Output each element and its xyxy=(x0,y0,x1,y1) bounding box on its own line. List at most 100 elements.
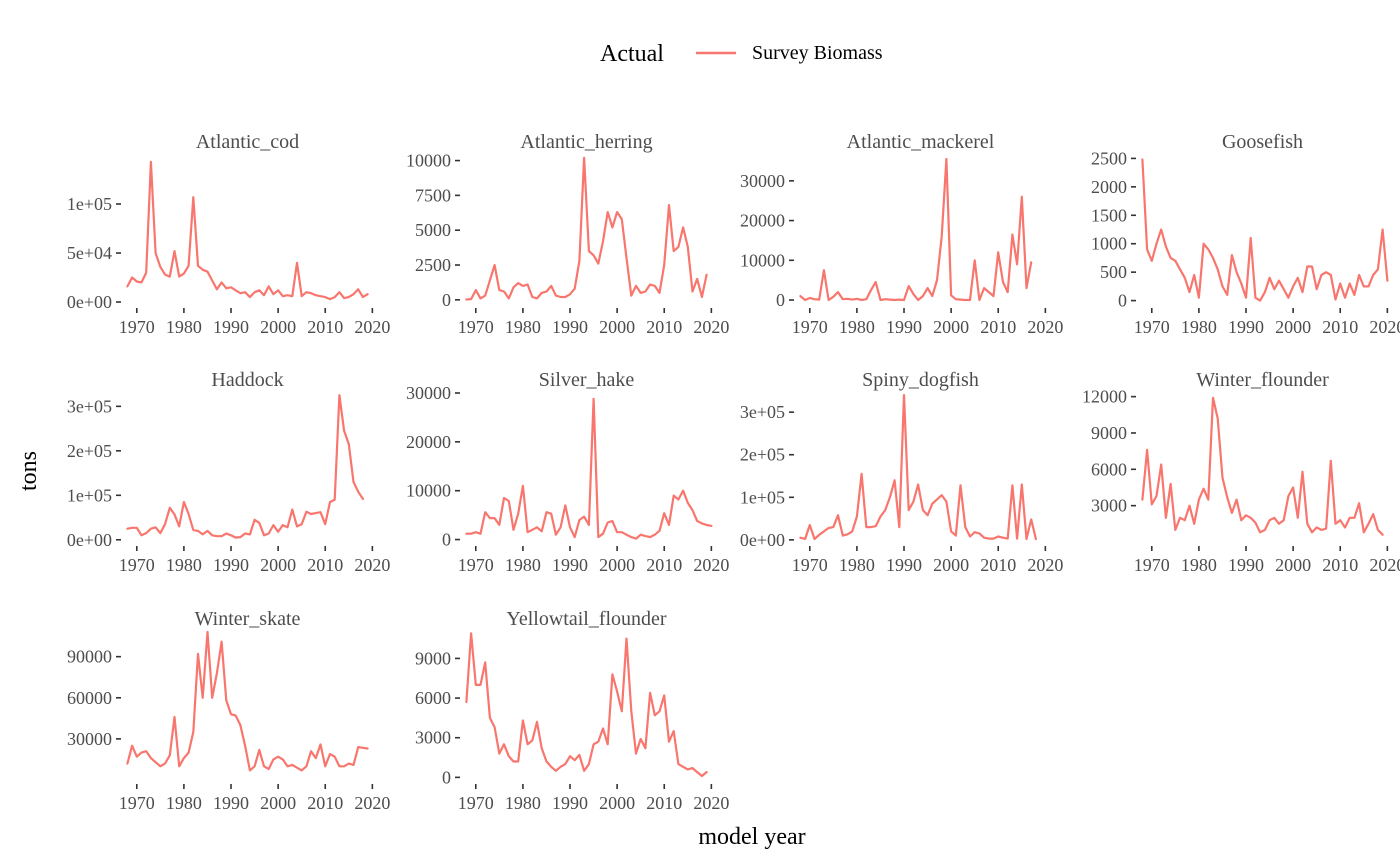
y-tick-label-atlantic-cod: 5e+04 xyxy=(67,243,112,263)
y-axis-title: tons xyxy=(16,451,42,491)
x-tick-label-winter-flounder: 1970 xyxy=(1134,555,1170,575)
x-tick-label-atlantic-mackerel: 2020 xyxy=(1027,317,1063,337)
x-tick-label-goosefish: 1980 xyxy=(1181,317,1217,337)
panel-atlantic-mackerel: Atlantic_mackerel 0 10000 20000 30000 1970 198… xyxy=(740,131,1063,337)
y-tick-label-silver-hake: 10000 xyxy=(406,481,451,501)
x-tick-label-goosefish: 1970 xyxy=(1134,317,1170,337)
x-tick-label-atlantic-herring: 1980 xyxy=(505,317,541,337)
y-tick-label-goosefish: 2000 xyxy=(1091,177,1127,197)
y-tick-label-silver-hake: 20000 xyxy=(406,432,451,452)
x-tick-label-silver-hake: 1990 xyxy=(552,555,588,575)
y-tick-label-yellowtail-flounder: 9000 xyxy=(415,648,451,668)
y-tick-label-goosefish: 0 xyxy=(1118,291,1127,311)
x-tick-label-spiny-dogfish: 1970 xyxy=(792,555,828,575)
x-tick-label-yellowtail-flounder: 2000 xyxy=(599,793,635,813)
panel-atlantic-herring: Atlantic_herring 0 2500 5000 7500 10000 1970 19… xyxy=(406,131,729,337)
x-tick-label-haddock: 2010 xyxy=(307,555,343,575)
x-tick-label-atlantic-cod: 1990 xyxy=(213,317,249,337)
x-tick-label-winter-flounder: 2010 xyxy=(1322,555,1358,575)
y-tick-label-yellowtail-flounder: 6000 xyxy=(415,688,451,708)
y-tick-label-winter-flounder: 12000 xyxy=(1082,387,1127,407)
panel-title-winter-flounder: Winter_flounder xyxy=(1196,369,1329,391)
series-line-yellowtail-flounder xyxy=(465,632,708,778)
x-tick-label-yellowtail-flounder: 1990 xyxy=(552,793,588,813)
y-tick-label-goosefish: 1000 xyxy=(1091,234,1127,254)
y-tick-label-atlantic-cod: 1e+05 xyxy=(67,194,112,214)
series-line-goosefish xyxy=(1141,158,1389,302)
x-tick-label-atlantic-cod: 2010 xyxy=(307,317,343,337)
legend: Actual Survey Biomass xyxy=(600,41,883,67)
y-tick-label-atlantic-mackerel: 10000 xyxy=(740,250,785,270)
x-tick-label-atlantic-mackerel: 2000 xyxy=(933,317,969,337)
series-line-atlantic-mackerel xyxy=(799,157,1033,302)
y-tick-label-atlantic-herring: 10000 xyxy=(406,151,451,171)
x-tick-label-spiny-dogfish: 1990 xyxy=(886,555,922,575)
x-tick-label-winter-skate: 2000 xyxy=(260,793,296,813)
x-tick-label-atlantic-herring: 1990 xyxy=(552,317,588,337)
x-tick-label-winter-flounder: 2000 xyxy=(1275,555,1311,575)
x-tick-label-silver-hake: 2000 xyxy=(599,555,635,575)
x-tick-label-atlantic-cod: 1980 xyxy=(166,317,202,337)
y-tick-label-silver-hake: 30000 xyxy=(406,383,451,403)
x-tick-label-haddock: 2020 xyxy=(354,555,390,575)
y-tick-label-atlantic-herring: 5000 xyxy=(415,220,451,240)
x-tick-label-silver-hake: 2010 xyxy=(646,555,682,575)
y-tick-label-spiny-dogfish: 2e+05 xyxy=(740,445,785,465)
y-tick-label-winter-flounder: 6000 xyxy=(1091,459,1127,479)
x-tick-label-winter-skate: 2010 xyxy=(307,793,343,813)
y-tick-label-atlantic-mackerel: 0 xyxy=(776,290,785,310)
y-tick-label-spiny-dogfish: 0e+00 xyxy=(740,530,785,550)
series-line-atlantic-herring xyxy=(465,156,708,301)
x-tick-label-haddock: 1990 xyxy=(213,555,249,575)
panel-title-atlantic-herring: Atlantic_herring xyxy=(520,131,652,153)
x-tick-label-silver-hake: 1970 xyxy=(458,555,494,575)
x-tick-label-atlantic-cod: 2020 xyxy=(354,317,390,337)
y-tick-label-atlantic-cod: 0e+00 xyxy=(67,292,112,312)
y-tick-label-winter-skate: 30000 xyxy=(67,729,112,749)
y-tick-label-atlantic-mackerel: 30000 xyxy=(740,171,785,191)
panel-silver-hake: Silver_hake 0 10000 20000 30000 1970 1980 1990 2… xyxy=(406,369,729,575)
y-tick-label-winter-skate: 90000 xyxy=(67,647,112,667)
y-tick-label-haddock: 0e+00 xyxy=(67,530,112,550)
x-tick-label-silver-hake: 1980 xyxy=(505,555,541,575)
y-tick-label-atlantic-herring: 7500 xyxy=(415,185,451,205)
x-tick-label-silver-hake: 2020 xyxy=(693,555,729,575)
x-tick-label-haddock: 1970 xyxy=(119,555,155,575)
x-tick-label-atlantic-cod: 2000 xyxy=(260,317,296,337)
x-tick-label-yellowtail-flounder: 2020 xyxy=(693,793,729,813)
x-tick-label-atlantic-mackerel: 2010 xyxy=(980,317,1016,337)
y-tick-label-silver-hake: 0 xyxy=(442,530,451,550)
x-tick-label-winter-flounder: 1990 xyxy=(1228,555,1264,575)
series-line-winter-skate xyxy=(126,630,369,772)
x-axis-title: model year xyxy=(698,824,805,850)
x-tick-label-yellowtail-flounder: 2010 xyxy=(646,793,682,813)
y-tick-label-atlantic-mackerel: 20000 xyxy=(740,211,785,231)
y-tick-label-winter-flounder: 9000 xyxy=(1091,423,1127,443)
x-tick-label-atlantic-herring: 2000 xyxy=(599,317,635,337)
legend-label-survey-biomass: Survey Biomass xyxy=(752,42,883,64)
y-tick-label-goosefish: 2500 xyxy=(1091,148,1127,168)
x-tick-label-atlantic-cod: 1970 xyxy=(119,317,155,337)
y-tick-label-winter-skate: 60000 xyxy=(67,688,112,708)
panel-goosefish: Goosefish 0 500 1000 1500 2000 2500 1970 1980 199… xyxy=(1091,131,1400,337)
y-tick-label-spiny-dogfish: 3e+05 xyxy=(740,402,785,422)
series-line-spiny-dogfish xyxy=(799,394,1038,541)
x-tick-label-atlantic-mackerel: 1990 xyxy=(886,317,922,337)
panel-title-silver-hake: Silver_hake xyxy=(539,369,635,391)
y-tick-label-winter-flounder: 3000 xyxy=(1091,496,1127,516)
y-tick-label-spiny-dogfish: 1e+05 xyxy=(740,487,785,507)
y-tick-label-yellowtail-flounder: 0 xyxy=(442,767,451,787)
x-tick-label-atlantic-herring: 2010 xyxy=(646,317,682,337)
y-tick-label-atlantic-herring: 2500 xyxy=(415,255,451,275)
y-tick-label-haddock: 3e+05 xyxy=(67,396,112,416)
series-line-haddock xyxy=(126,394,364,539)
panel-title-atlantic-cod: Atlantic_cod xyxy=(196,131,299,153)
y-tick-label-goosefish: 1500 xyxy=(1091,205,1127,225)
series-line-silver-hake xyxy=(465,397,713,540)
x-tick-label-haddock: 2000 xyxy=(260,555,296,575)
y-tick-label-atlantic-herring: 0 xyxy=(442,290,451,310)
x-tick-label-haddock: 1980 xyxy=(166,555,202,575)
x-tick-label-winter-skate: 1970 xyxy=(119,793,155,813)
panel-title-goosefish: Goosefish xyxy=(1222,131,1303,153)
